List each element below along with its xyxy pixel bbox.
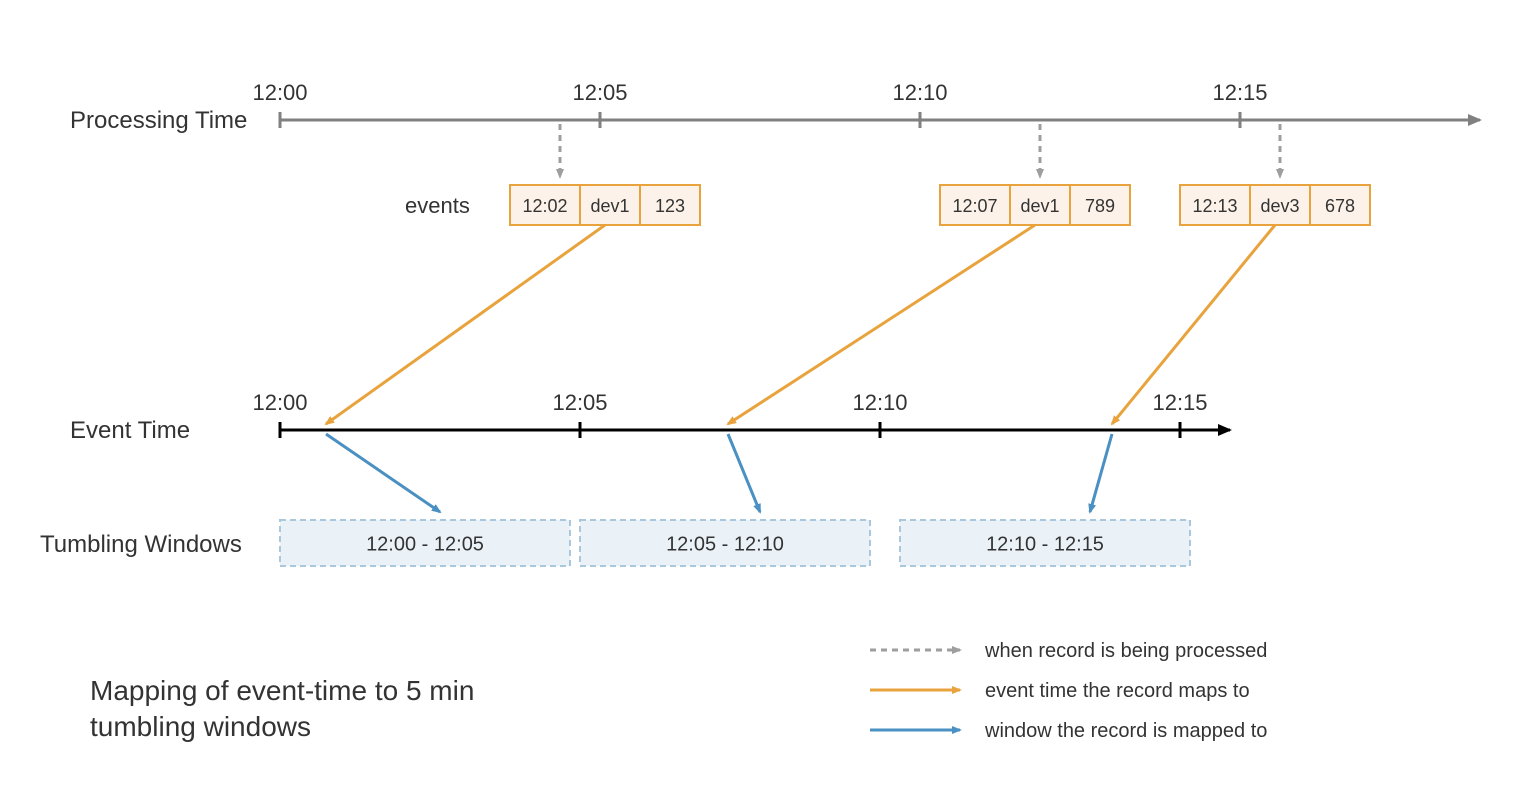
proc-tick-label: 12:00 bbox=[252, 80, 307, 105]
event-record: 12:07 dev1 789 bbox=[728, 124, 1130, 512]
event-cell-text: dev3 bbox=[1260, 196, 1299, 216]
legend-item: window the record is mapped to bbox=[870, 720, 1267, 742]
proc-tick-label: 12:15 bbox=[1212, 80, 1267, 105]
event-cell-text: dev1 bbox=[1020, 196, 1059, 216]
legend-label: event time the record maps to bbox=[985, 680, 1250, 702]
processing-time-axis: Processing Time12:00 12:05 12:10 12:15 bbox=[70, 80, 1480, 134]
event-cell-text: 678 bbox=[1325, 196, 1355, 216]
windows-label: Tumbling Windows bbox=[40, 531, 242, 558]
event-tick-label: 12:05 bbox=[552, 390, 607, 415]
svg-text:Event Time: Event Time bbox=[70, 417, 190, 444]
window-map-arrow bbox=[728, 434, 760, 512]
window-range-label: 12:10 - 12:15 bbox=[986, 533, 1104, 555]
event-time-axis: Event Time 12:00 12:05 12:10 12:15 bbox=[70, 390, 1230, 444]
tumbling-window: 12:00 - 12:05 bbox=[280, 520, 570, 566]
event-cell-text: 123 bbox=[655, 196, 685, 216]
diagram-caption: tumbling windows bbox=[90, 711, 311, 742]
event-record: 12:02 dev1 123 bbox=[326, 124, 700, 512]
legend-label: window the record is mapped to bbox=[984, 720, 1267, 742]
diagram-caption: Mapping of event-time to 5 min bbox=[90, 675, 474, 706]
events-label: events bbox=[405, 193, 470, 218]
event-cell-text: 789 bbox=[1085, 196, 1115, 216]
event-cell-text: 12:02 bbox=[522, 196, 567, 216]
event-cell-text: dev1 bbox=[590, 196, 629, 216]
proc-tick-label: 12:05 bbox=[572, 80, 627, 105]
event-tick-label: 12:15 bbox=[1152, 390, 1207, 415]
tumbling-window: 12:05 - 12:10 bbox=[580, 520, 870, 566]
proc-tick-label: 12:10 bbox=[892, 80, 947, 105]
legend-item: event time the record maps to bbox=[870, 680, 1250, 702]
event-tick-label: 12:00 bbox=[252, 390, 307, 415]
event-cell-text: 12:13 bbox=[1192, 196, 1237, 216]
legend-label: when record is being processed bbox=[984, 640, 1267, 662]
svg-text:Processing Time: Processing Time bbox=[70, 107, 247, 134]
window-range-label: 12:05 - 12:10 bbox=[666, 533, 784, 555]
window-map-arrow bbox=[326, 434, 440, 512]
event-tick-label: 12:10 bbox=[852, 390, 907, 415]
event-cell-text: 12:07 bbox=[952, 196, 997, 216]
window-map-arrow bbox=[1090, 434, 1112, 512]
tumbling-window: 12:10 - 12:15 bbox=[900, 520, 1190, 566]
event-record: 12:13 dev3 678 bbox=[1090, 124, 1370, 512]
legend-item: when record is being processed bbox=[870, 640, 1267, 662]
window-range-label: 12:00 - 12:05 bbox=[366, 533, 484, 555]
